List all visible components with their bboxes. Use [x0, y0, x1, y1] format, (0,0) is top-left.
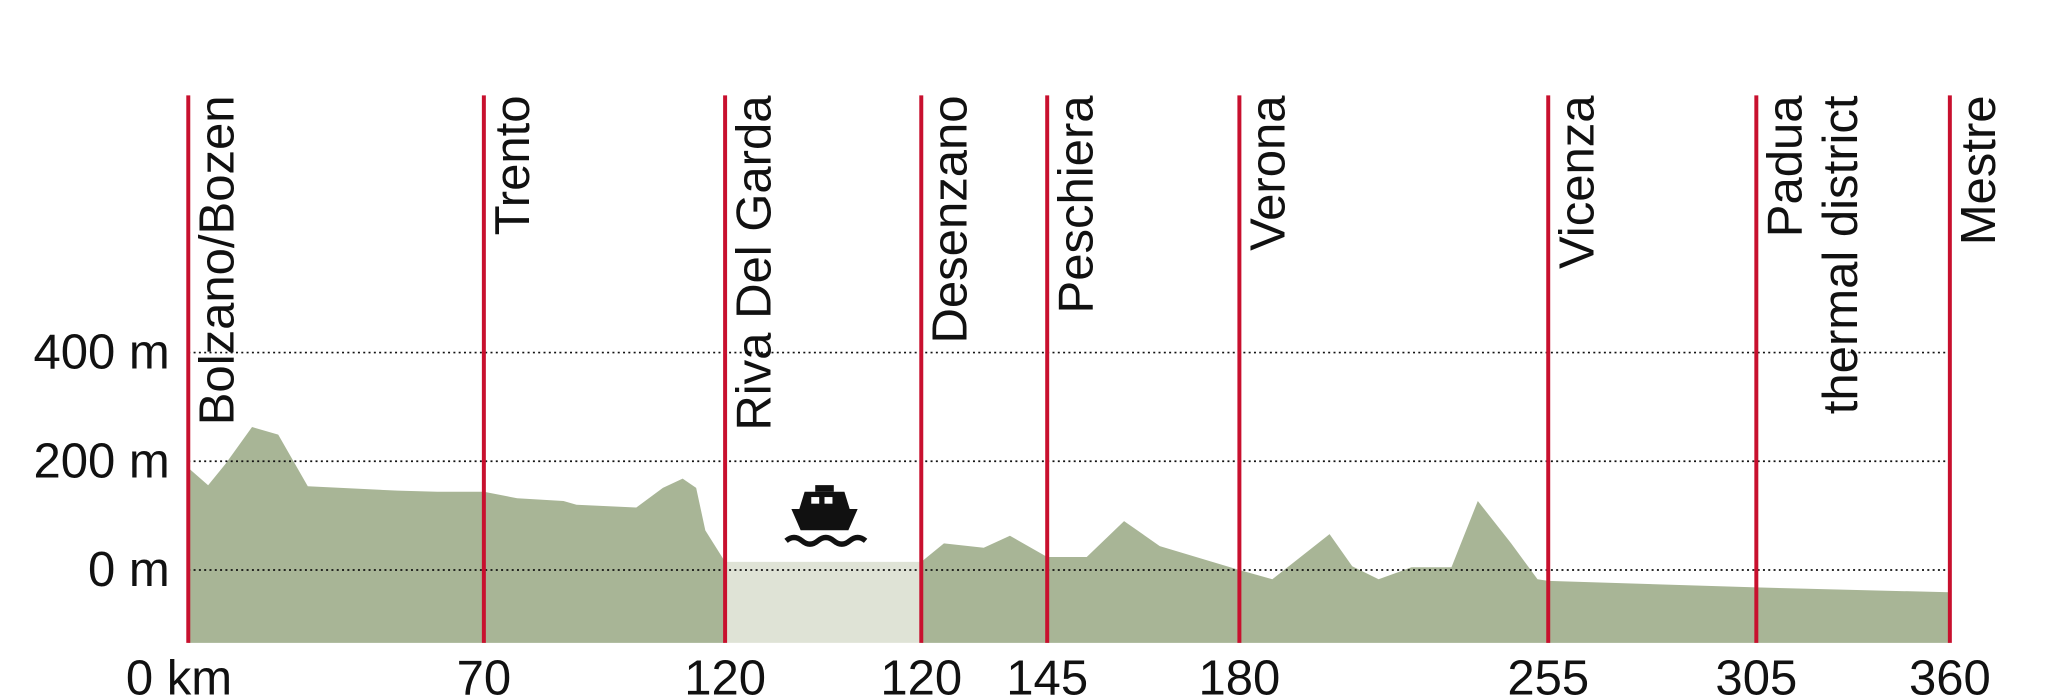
x-tick-label: 120: [880, 652, 962, 698]
y-tick-label: 0 m: [88, 543, 170, 597]
profile-layer: [188, 427, 1950, 643]
overlay-layer: 0 m 200 m 400 m Bolzano/Bozen 0 km Trento 70 Ri…: [33, 95, 2006, 698]
x-tick-label: 360: [1909, 652, 1991, 698]
x-tick-label: 180: [1198, 652, 1280, 698]
y-tick-label: 400 m: [33, 326, 169, 380]
station-name: Padua: [1758, 95, 1812, 238]
lake: [725, 561, 922, 643]
station-name: Mestre: [1952, 95, 2006, 245]
x-tick-label: 255: [1507, 652, 1589, 698]
x-tick-label: 145: [1006, 652, 1088, 698]
station-name: Trento: [486, 95, 540, 235]
station-name: Desenzano: [923, 95, 977, 343]
ferry-icon: [784, 485, 868, 547]
elevation-area: [188, 427, 726, 643]
station-name: Verona: [1242, 95, 1296, 251]
x-tick-label: 70: [457, 652, 512, 698]
station-name: Peschiera: [1049, 95, 1103, 314]
y-tick-label: 200 m: [33, 434, 169, 488]
x-tick-label: 120: [684, 652, 766, 698]
station-name: thermal district: [1814, 95, 1868, 414]
station-name: Vicenza: [1550, 95, 1604, 269]
x-tick-label: 305: [1715, 652, 1797, 698]
elevation-area: [921, 500, 1950, 643]
station-name: Bolzano/Bozen: [190, 95, 244, 425]
x-tick-label: 0 km: [126, 652, 232, 698]
station-name: Riva Del Garda: [727, 95, 781, 431]
